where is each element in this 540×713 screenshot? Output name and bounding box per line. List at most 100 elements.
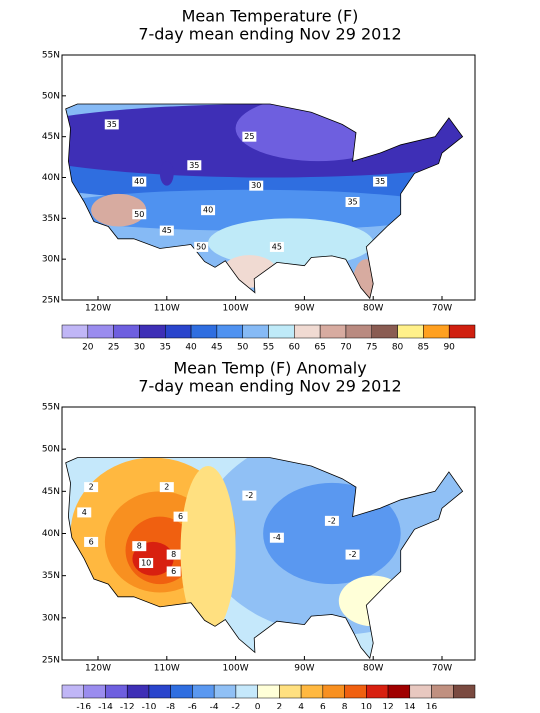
- contour-label-bg: [132, 541, 147, 552]
- lon-label: 90W: [294, 664, 314, 674]
- contour-label-bg: [104, 119, 119, 130]
- contour-label: 45: [272, 242, 282, 251]
- colorbar-label: 85: [418, 343, 429, 353]
- colorbar-swatch: [113, 324, 140, 339]
- lat-label: 50N: [42, 445, 60, 455]
- colorbar-label: 8: [342, 703, 348, 710]
- lon-label: 120W: [85, 664, 111, 674]
- colorbar-label: 65: [314, 343, 325, 353]
- contour-label: 35: [347, 198, 357, 207]
- lon-label: 80W: [363, 304, 383, 314]
- contour-label: 50: [134, 210, 144, 219]
- colorbar-swatch: [242, 324, 269, 339]
- contour-label: 30: [251, 181, 261, 190]
- contour-label-bg: [139, 558, 154, 569]
- colorbar-label: 20: [82, 343, 94, 353]
- lon-label: 120W: [85, 304, 111, 314]
- contour-label-bg: [187, 160, 202, 171]
- map-title: Mean Temperature (F): [182, 7, 359, 26]
- lon-label: 110W: [154, 304, 180, 314]
- contour-label-bg: [159, 225, 174, 236]
- colorbar-swatch: [322, 684, 345, 699]
- shade: [180, 466, 236, 635]
- colorbar-swatch: [139, 324, 166, 339]
- colorbar-swatch: [170, 684, 193, 699]
- colorbar-swatch: [87, 324, 114, 339]
- contour-label-bg: [77, 507, 92, 518]
- colorbar-label: 10: [361, 703, 373, 710]
- contour-label-bg: [269, 241, 284, 252]
- lat-label: 55N: [42, 51, 60, 61]
- map-title: Mean Temp (F) Anomaly: [173, 359, 366, 378]
- colorbar-label: 55: [263, 343, 274, 353]
- colorbar-swatch: [453, 684, 476, 699]
- colorbar-swatch: [409, 684, 432, 699]
- colorbar-swatch: [235, 684, 258, 699]
- contour-label: 2: [89, 483, 94, 492]
- colorbar-label: -12: [120, 703, 135, 710]
- colorbar-label: 70: [340, 343, 352, 353]
- lat-label: 30N: [42, 613, 60, 623]
- contour-label-bg: [84, 536, 99, 547]
- contour-label: 40: [134, 177, 144, 186]
- lon-label: 110W: [154, 664, 180, 674]
- lat-label: 45N: [42, 132, 60, 142]
- colorbar-label: 60: [289, 343, 301, 353]
- colorbar-label: -8: [166, 703, 175, 710]
- contour-label-bg: [159, 482, 174, 493]
- colorbar-swatch: [366, 684, 389, 699]
- shade: [208, 218, 374, 268]
- contour-label: 35: [189, 161, 199, 170]
- shade: [159, 161, 174, 186]
- colorbar-label: 30: [134, 343, 146, 353]
- us-outline: [65, 457, 464, 660]
- colorbar-swatch: [345, 324, 372, 339]
- lon-label: 80W: [363, 664, 383, 674]
- colorbar-label: 50: [237, 343, 249, 353]
- us-outline: [65, 103, 464, 300]
- colorbar-label: -4: [210, 703, 219, 710]
- contour-label-bg: [194, 241, 209, 252]
- contour-label-bg: [324, 515, 339, 526]
- contour-label-bg: [242, 131, 257, 142]
- colorbar-swatch: [213, 684, 237, 699]
- contour-label-bg: [84, 482, 99, 493]
- contour-label: 8: [137, 542, 142, 551]
- contour-label: 4: [82, 508, 87, 517]
- colorbar-label: 14: [404, 703, 416, 710]
- colorbar-label: 75: [366, 343, 377, 353]
- colorbar-label: 6: [320, 703, 326, 710]
- lat-label: 40N: [42, 529, 60, 539]
- colorbar-swatch: [431, 684, 454, 699]
- colorbar-swatch: [300, 684, 324, 699]
- contour-label: 6: [89, 537, 94, 546]
- contour-label-bg: [173, 511, 188, 522]
- contour-label-bg: [249, 180, 264, 191]
- contour-label: 35: [107, 120, 117, 129]
- contour-label: 2: [164, 483, 169, 492]
- colorbar-label: 40: [185, 343, 197, 353]
- colorbar-label: 0: [255, 703, 261, 710]
- colorbar-swatch: [294, 324, 321, 339]
- contour-label-bg: [345, 197, 360, 207]
- lon-label: 70W: [432, 664, 452, 674]
- contour-label: 25: [244, 132, 254, 141]
- contour-label-bg: [132, 176, 147, 187]
- lat-label: 25N: [42, 296, 60, 306]
- contour-label-bg: [373, 176, 388, 187]
- colorbar-swatch: [105, 684, 128, 699]
- colorbar-swatch: [344, 684, 367, 699]
- lat-label: 35N: [42, 571, 60, 581]
- contour-label: -4: [273, 533, 281, 542]
- colorbar-label: 4: [298, 703, 304, 710]
- colorbar-swatch: [126, 684, 150, 699]
- colorbar-swatch: [448, 324, 476, 339]
- colorbar-swatch: [257, 684, 280, 699]
- lat-label: 35N: [42, 214, 60, 224]
- contour-label: 50: [196, 242, 206, 251]
- colorbar-swatch: [268, 324, 295, 339]
- colorbar-label: -6: [188, 703, 197, 710]
- contour-label-bg: [201, 205, 216, 216]
- lat-label: 25N: [42, 656, 60, 666]
